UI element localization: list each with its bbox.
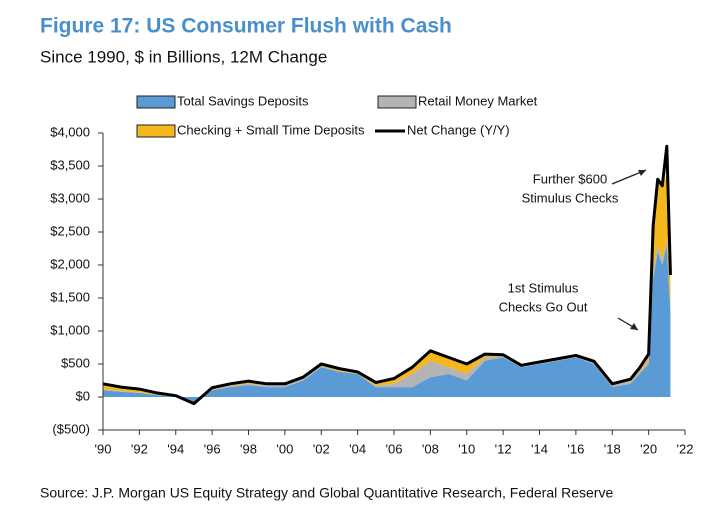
legend-swatch (136, 95, 176, 109)
y-tick-label: $0 (76, 388, 90, 403)
x-tick-label: '18 (604, 441, 621, 456)
x-tick-label: '98 (240, 441, 257, 456)
chart-title: Figure 17: US Consumer Flush with Cash (40, 15, 452, 38)
y-tick-label: $3,500 (50, 157, 90, 172)
x-tick-label: '10 (458, 441, 475, 456)
net-change-line (102, 144, 672, 406)
x-tick-label: '04 (349, 441, 366, 456)
area (103, 245, 671, 404)
y-tick-label: $2,500 (50, 223, 90, 238)
y-tick-label: $1,000 (50, 322, 90, 337)
y-tick-label: $4,000 (50, 124, 90, 139)
x-tick-label: '12 (495, 441, 512, 456)
y-tick-label: $2,000 (50, 256, 90, 271)
legend-swatch (377, 95, 417, 109)
legend-swatch (136, 124, 176, 138)
annotation: Further $600 (533, 171, 607, 186)
y-tick-label: ($500) (52, 421, 90, 436)
x-tick-label: '06 (386, 441, 403, 456)
x-tick-label: '92 (131, 441, 148, 456)
arrow-head (638, 170, 646, 176)
x-tick-label: '02 (313, 441, 330, 456)
legend-label: Net Change (Y/Y) (407, 122, 510, 137)
x-tick-label: '00 (276, 441, 293, 456)
legend-label: Checking + Small Time Deposits (177, 122, 365, 137)
legend-label: Total Savings Deposits (177, 93, 309, 108)
x-tick-label: '96 (204, 441, 221, 456)
annotation: 1st Stimulus (508, 280, 579, 295)
source: Source: J.P. Morgan US Equity Strategy a… (40, 485, 613, 501)
annotation: Checks Go Out (499, 299, 588, 314)
x-tick-label: '94 (167, 441, 184, 456)
arrow-head (630, 323, 638, 330)
x-tick-label: '14 (531, 441, 548, 456)
x-tick-label: '16 (567, 441, 584, 456)
x-tick-label: '90 (95, 441, 112, 456)
annotation: Stimulus Checks (522, 190, 619, 205)
y-tick-label: $500 (61, 355, 90, 370)
x-tick-label: '20 (640, 441, 657, 456)
y-tick-label: $1,500 (50, 289, 90, 304)
x-tick-label: '08 (422, 441, 439, 456)
legend-label: Retail Money Market (418, 93, 538, 108)
x-tick-label: '22 (677, 441, 694, 456)
chart-subtitle: Since 1990, $ in Billions, 12M Change (40, 47, 327, 66)
y-tick-label: $3,000 (50, 190, 90, 205)
